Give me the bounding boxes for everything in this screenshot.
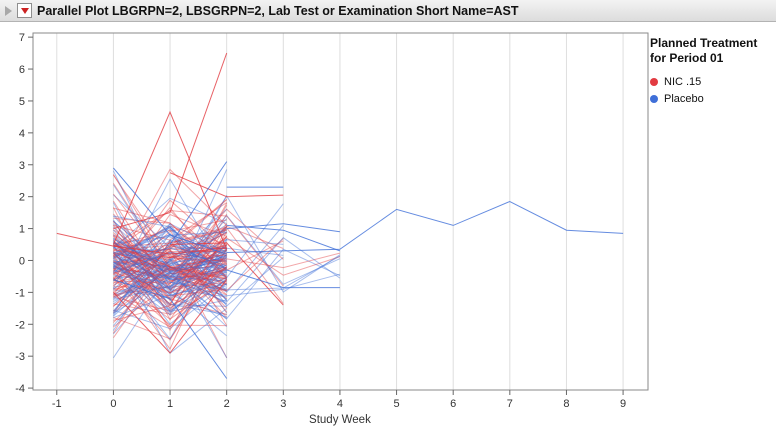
svg-text:3: 3 [280, 398, 286, 410]
plot-frame [32, 32, 649, 391]
svg-text:-1: -1 [15, 287, 25, 299]
svg-text:1: 1 [167, 398, 173, 410]
svg-text:-3: -3 [15, 351, 25, 363]
legend-items: NIC .15 Placebo [650, 73, 774, 107]
legend-marker-icon [650, 77, 658, 86]
legend-title-line2: for Period 01 [650, 51, 724, 65]
legend-item-placebo[interactable]: Placebo [650, 90, 774, 107]
svg-text:-1: -1 [52, 398, 62, 410]
svg-text:6: 6 [450, 398, 456, 410]
legend-label: Placebo [664, 92, 704, 105]
report-title: Parallel Plot LBGRPN=2, LBSGRPN=2, Lab T… [37, 3, 519, 18]
legend-label: NIC .15 [664, 75, 702, 88]
svg-text:5: 5 [394, 398, 400, 410]
x-axis: -1 0 1 2 3 4 5 6 7 8 9 [52, 390, 626, 410]
svg-text:9: 9 [620, 398, 626, 410]
legend-item-nic-15[interactable]: NIC .15 [650, 73, 774, 90]
svg-text:4: 4 [337, 398, 343, 410]
svg-text:4: 4 [19, 128, 25, 140]
svg-text:2: 2 [224, 398, 230, 410]
y-axis: 7 6 5 4 3 2 1 0 -1 -2 -3 -4 [15, 32, 33, 395]
red-triangle-menu-icon[interactable] [17, 3, 32, 18]
data-lines [56, 52, 624, 379]
svg-text:3: 3 [19, 160, 25, 172]
svg-text:6: 6 [19, 64, 25, 76]
parallel-plot-canvas[interactable]: -1 0 1 2 3 4 5 6 7 8 9 7 6 5 4 3 2 1 0 -1 -2 -3 -4 Study Week [0, 22, 776, 433]
svg-text:-4: -4 [15, 383, 25, 395]
svg-text:7: 7 [19, 32, 25, 44]
svg-text:2: 2 [19, 192, 25, 204]
plot-content: -1 0 1 2 3 4 5 6 7 8 9 7 6 5 4 3 2 1 0 -1 -2 -3 -4 Study Week P… [0, 22, 776, 433]
legend: Planned Treatment for Period 01 NIC .15 P… [650, 36, 774, 107]
collapse-disclosure-icon[interactable] [5, 5, 12, 16]
gridlines [56, 33, 624, 390]
report-title-bar[interactable]: Parallel Plot LBGRPN=2, LBSGRPN=2, Lab T… [0, 0, 776, 22]
svg-text:0: 0 [19, 255, 25, 267]
x-axis-label: Study Week [309, 414, 371, 426]
legend-marker-icon [650, 94, 658, 103]
svg-text:1: 1 [19, 224, 25, 236]
svg-text:5: 5 [19, 96, 25, 108]
svg-text:-2: -2 [15, 319, 25, 331]
svg-text:7: 7 [507, 398, 513, 410]
red-triangle-glyph [20, 7, 29, 14]
svg-text:8: 8 [563, 398, 569, 410]
legend-title-line1: Planned Treatment [650, 36, 758, 50]
svg-text:0: 0 [110, 398, 116, 410]
